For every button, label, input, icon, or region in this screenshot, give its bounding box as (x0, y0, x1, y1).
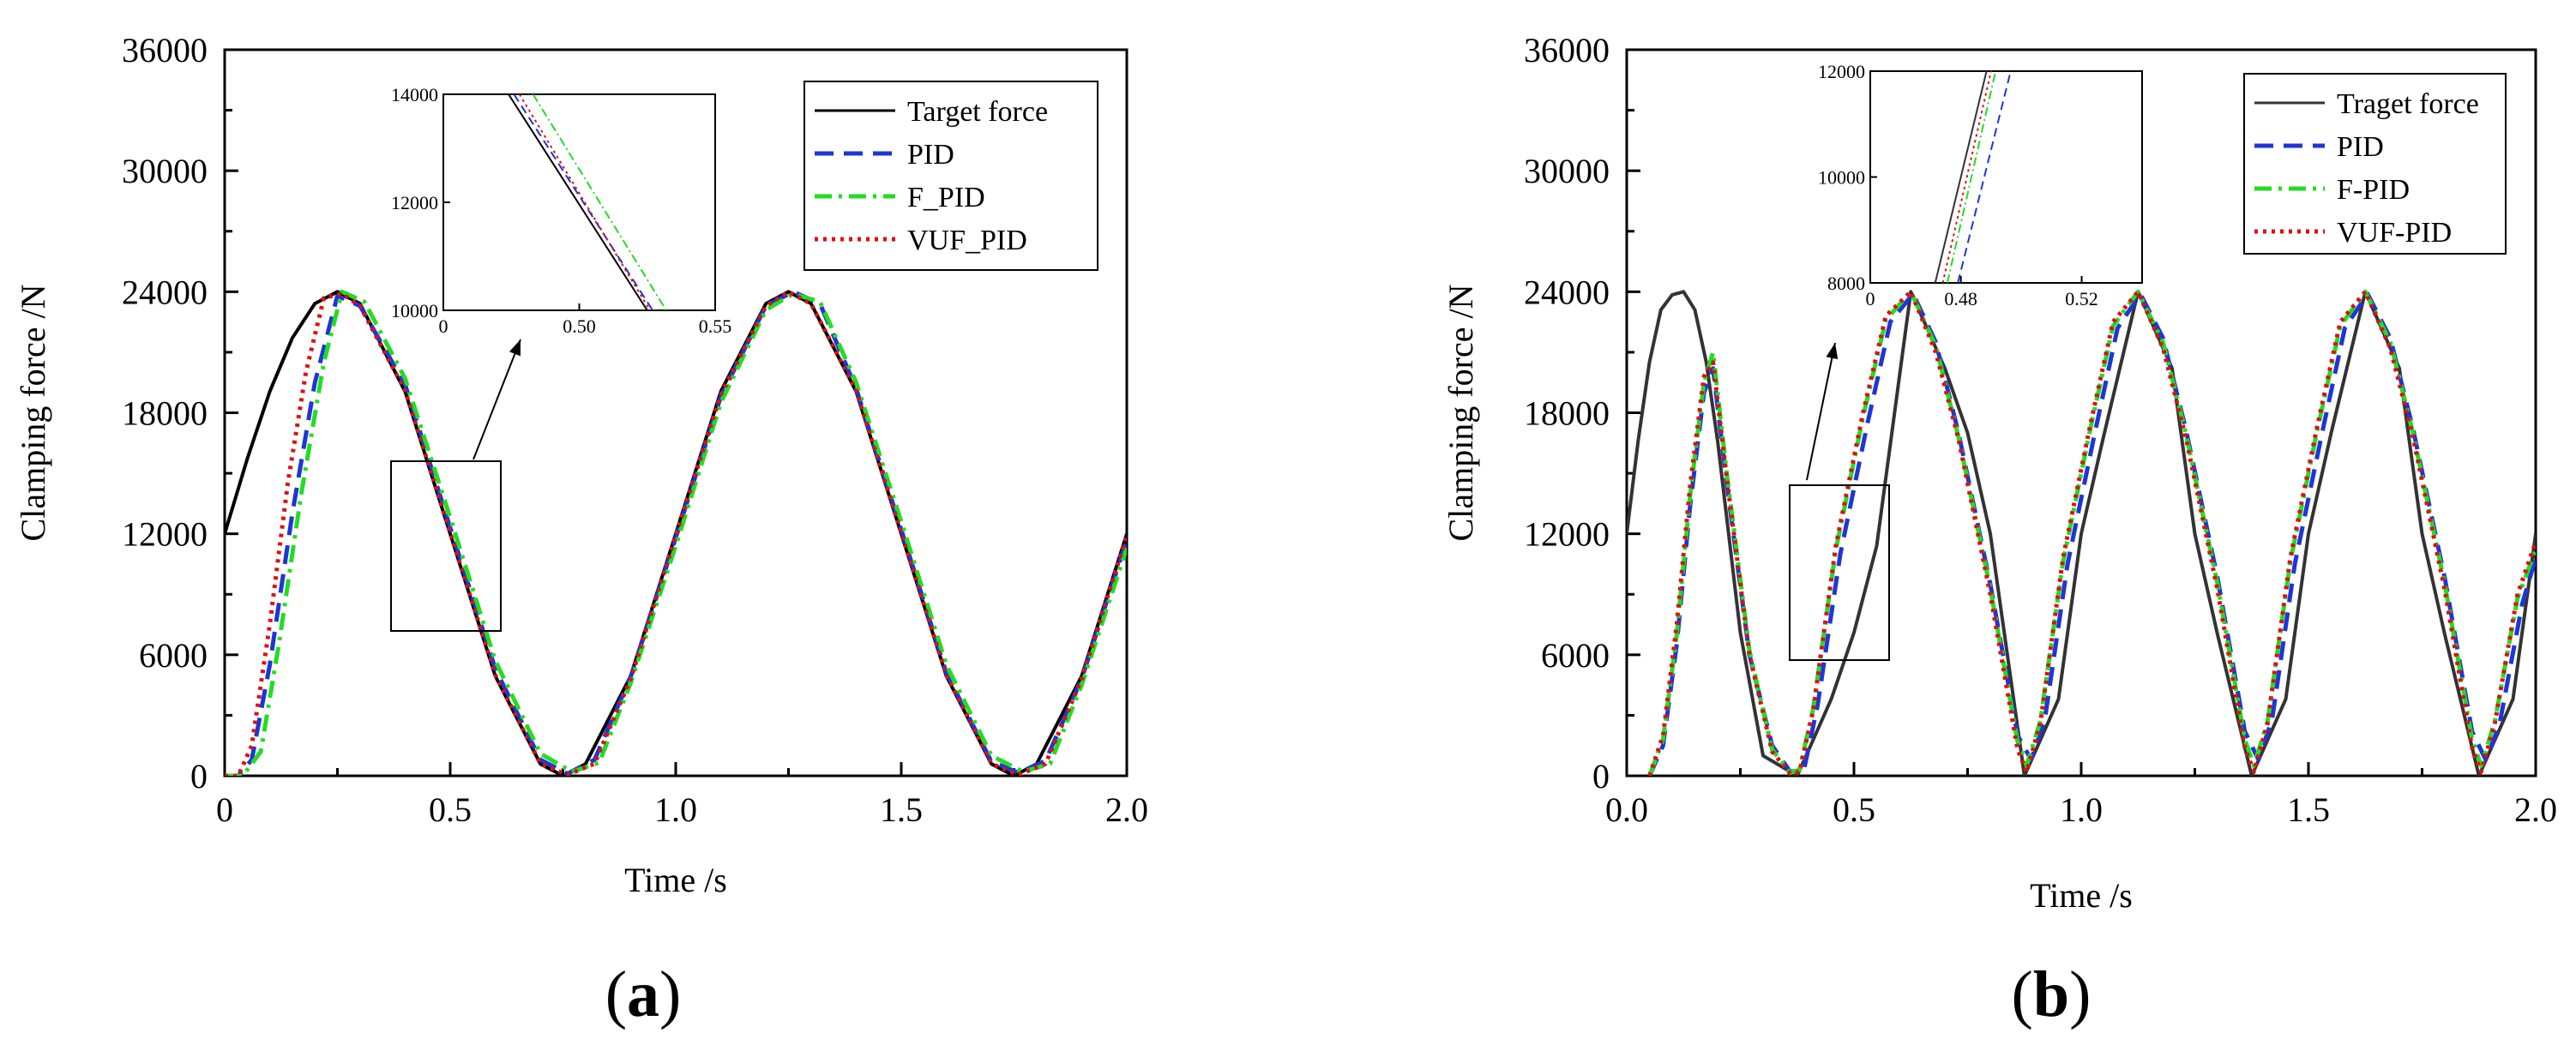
panel-a: 0 0.5 1.0 1.5 2.0 0 6000 12000 18000 24000 30000 36… (14, 31, 1148, 1030)
inset-y-tick-label: 10000 (1818, 167, 1865, 189)
series-line-vuf-pid (1647, 289, 2536, 776)
legend-label-pid: PID (2337, 131, 2384, 163)
panel-caption: (b) (2012, 958, 2091, 1030)
series-line-f-pid (1647, 289, 2536, 776)
zoom-box (390, 460, 502, 632)
inset-y-tick-label: 10000 (391, 300, 438, 321)
y-axis-label: Clamping force /N (14, 285, 52, 542)
caption-letter: a (627, 958, 659, 1030)
panel-caption: (a) (605, 958, 682, 1030)
series-group (225, 289, 1127, 776)
y-tick-label: 36000 (1524, 31, 1610, 69)
series-line-pid (1647, 291, 2536, 776)
x-tick-label: 1.0 (654, 790, 697, 829)
inset-x-tick-label: 0 (439, 315, 448, 337)
y-tick-label: 36000 (122, 31, 208, 69)
series-line-vuf-pid (225, 289, 1127, 776)
x-axis-label: Time /s (2030, 876, 2133, 915)
inset-series-line-pid (513, 94, 653, 310)
y-axis-label: Clamping force /N (1441, 285, 1480, 542)
x-tick-label: 0.0 (1605, 790, 1648, 829)
x-tick-label: 1.5 (2287, 790, 2330, 829)
legend-label-f-pid: F_PID (907, 182, 985, 213)
inset-y-tick-label: 12000 (1818, 61, 1865, 82)
y-tick-label: 12000 (122, 515, 208, 554)
inset-series-line-target-force (508, 94, 648, 310)
inset-series-line-traget-force (1934, 71, 1988, 283)
series-line-f-pid (225, 289, 1127, 776)
series-group (1627, 289, 2536, 776)
inset-x-tick-label: 0.55 (699, 315, 732, 337)
legend-label-vuf-pid: VUF-PID (2337, 217, 2452, 249)
inset-series-line-vuf-pid (1941, 71, 1992, 283)
caption-letter: b (2033, 958, 2069, 1030)
inset-series-line-f-pid (532, 94, 667, 310)
y-tick-label: 24000 (1524, 273, 1610, 311)
legend-label-f-pid: F-PID (2337, 174, 2410, 206)
panel-b: 0.0 0.5 1.0 1.5 2.0 0 6000 12000 18000 24000 30000… (1441, 31, 2557, 1030)
y-tick-label: 24000 (122, 273, 208, 311)
y-tick-label: 0 (1592, 757, 1610, 796)
inset-x-tick-label: 0.50 (563, 315, 596, 337)
legend-label-vuf-pid: VUF_PID (907, 225, 1027, 256)
x-tick-label: 0 (216, 790, 233, 829)
inset-y-tick-label: 12000 (391, 192, 438, 213)
zoom-arrow-head (509, 339, 521, 357)
y-tick-label: 30000 (122, 152, 208, 190)
y-tick-label: 6000 (1541, 636, 1610, 675)
y-tick-label: 12000 (1524, 515, 1610, 554)
x-tick-label: 0.5 (429, 790, 472, 829)
series-line-pid (225, 289, 1127, 776)
inset-series-line-f-pid (1946, 71, 1997, 283)
x-tick-label: 1.5 (880, 790, 923, 829)
legend-label-pid: PID (907, 139, 954, 171)
x-tick-label: 2.0 (1105, 790, 1148, 829)
zoom-arrow (472, 339, 521, 460)
caption-close: ) (2069, 958, 2091, 1030)
y-tick-label: 0 (190, 757, 208, 796)
y-tick-label: 30000 (1524, 152, 1610, 190)
legend-box (803, 81, 1098, 271)
inset-frame (442, 93, 716, 311)
inset-x-tick-label: 0.52 (2065, 288, 2098, 309)
zoom-box (1789, 484, 1890, 661)
inset-series-line-vuf-pid (518, 94, 651, 310)
y-tick-label: 18000 (1524, 394, 1610, 433)
x-tick-label: 1.0 (2060, 790, 2103, 829)
y-tick-label: 18000 (122, 394, 208, 433)
zoom-arrow-head (1826, 343, 1839, 360)
inset-frame (1869, 70, 2143, 284)
legend-label-traget-force: Traget force (2337, 88, 2479, 120)
caption-open: ( (605, 958, 627, 1030)
x-tick-label: 2.0 (2514, 790, 2557, 829)
y-tick-label: 6000 (139, 636, 208, 675)
x-tick-label: 0.5 (1833, 790, 1875, 829)
inset-y-tick-label: 8000 (1827, 273, 1865, 294)
inset-y-tick-label: 14000 (391, 84, 438, 105)
inset-series-line-pid (1957, 71, 2012, 283)
inset-x-tick-label: 0.48 (1944, 288, 1977, 309)
inset-x-tick-label: 0 (1866, 288, 1875, 309)
zoom-arrow (1806, 342, 1836, 481)
legend-label-target-force: Target force (907, 96, 1048, 128)
x-axis-label: Time /s (624, 861, 727, 899)
series-line-traget-force (1627, 290, 2536, 776)
caption-open: ( (2012, 958, 2033, 1030)
inset-series-group (508, 94, 667, 310)
caption-close: ) (659, 958, 681, 1030)
inset-series-group (1934, 71, 2012, 283)
